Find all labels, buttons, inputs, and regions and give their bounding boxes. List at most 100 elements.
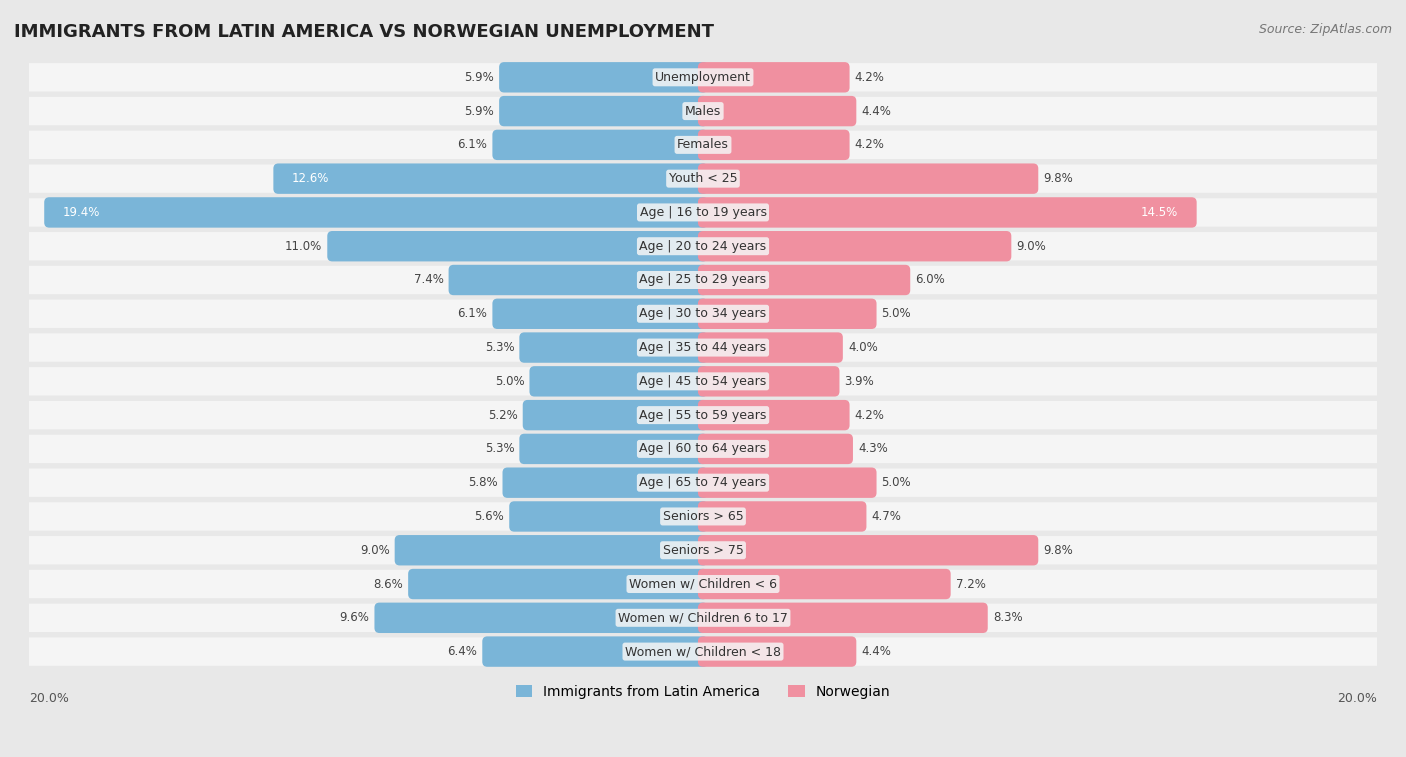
FancyBboxPatch shape [519,434,709,464]
Text: Age | 45 to 54 years: Age | 45 to 54 years [640,375,766,388]
Text: Age | 25 to 29 years: Age | 25 to 29 years [640,273,766,286]
Text: 6.1%: 6.1% [457,307,488,320]
FancyBboxPatch shape [395,535,709,565]
FancyBboxPatch shape [697,468,876,498]
FancyBboxPatch shape [28,503,1378,531]
FancyBboxPatch shape [28,435,1378,463]
Text: 11.0%: 11.0% [285,240,322,253]
FancyBboxPatch shape [519,332,709,363]
FancyBboxPatch shape [28,536,1378,565]
Text: 5.9%: 5.9% [464,104,494,117]
Text: IMMIGRANTS FROM LATIN AMERICA VS NORWEGIAN UNEMPLOYMENT: IMMIGRANTS FROM LATIN AMERICA VS NORWEGI… [14,23,714,41]
FancyBboxPatch shape [492,129,709,160]
FancyBboxPatch shape [28,131,1378,159]
Text: Women w/ Children < 18: Women w/ Children < 18 [626,645,780,658]
Text: 9.8%: 9.8% [1043,544,1073,556]
Text: 5.3%: 5.3% [485,341,515,354]
Text: 6.4%: 6.4% [447,645,477,658]
FancyBboxPatch shape [28,198,1378,226]
Text: 4.2%: 4.2% [855,409,884,422]
Text: Unemployment: Unemployment [655,71,751,84]
Text: 12.6%: 12.6% [292,172,329,185]
FancyBboxPatch shape [697,434,853,464]
Text: 4.0%: 4.0% [848,341,877,354]
FancyBboxPatch shape [28,637,1378,665]
FancyBboxPatch shape [509,501,709,531]
Text: Age | 55 to 59 years: Age | 55 to 59 years [640,409,766,422]
Text: Age | 16 to 19 years: Age | 16 to 19 years [640,206,766,219]
FancyBboxPatch shape [28,97,1378,125]
Text: 4.7%: 4.7% [872,510,901,523]
FancyBboxPatch shape [28,333,1378,362]
Text: 4.4%: 4.4% [862,104,891,117]
Legend: Immigrants from Latin America, Norwegian: Immigrants from Latin America, Norwegian [510,679,896,704]
FancyBboxPatch shape [697,603,988,633]
Text: 8.6%: 8.6% [374,578,404,590]
FancyBboxPatch shape [697,332,842,363]
Text: 7.4%: 7.4% [413,273,443,286]
Text: Age | 20 to 24 years: Age | 20 to 24 years [640,240,766,253]
FancyBboxPatch shape [697,62,849,92]
Text: 5.2%: 5.2% [488,409,517,422]
FancyBboxPatch shape [697,129,849,160]
FancyBboxPatch shape [28,232,1378,260]
FancyBboxPatch shape [499,96,709,126]
Text: Age | 60 to 64 years: Age | 60 to 64 years [640,442,766,456]
FancyBboxPatch shape [530,366,709,397]
FancyBboxPatch shape [273,164,709,194]
FancyBboxPatch shape [697,231,1011,261]
FancyBboxPatch shape [408,569,709,600]
Text: 6.0%: 6.0% [915,273,945,286]
Text: Seniors > 75: Seniors > 75 [662,544,744,556]
FancyBboxPatch shape [697,400,849,430]
FancyBboxPatch shape [697,569,950,600]
FancyBboxPatch shape [697,265,910,295]
FancyBboxPatch shape [28,266,1378,294]
FancyBboxPatch shape [697,501,866,531]
Text: 20.0%: 20.0% [30,692,69,705]
Text: 20.0%: 20.0% [1337,692,1376,705]
FancyBboxPatch shape [697,198,1197,228]
FancyBboxPatch shape [28,469,1378,497]
FancyBboxPatch shape [28,603,1378,632]
Text: 4.4%: 4.4% [862,645,891,658]
Text: Age | 65 to 74 years: Age | 65 to 74 years [640,476,766,489]
Text: Women w/ Children 6 to 17: Women w/ Children 6 to 17 [619,612,787,625]
Text: Seniors > 65: Seniors > 65 [662,510,744,523]
Text: 3.9%: 3.9% [845,375,875,388]
Text: 7.2%: 7.2% [956,578,986,590]
Text: 19.4%: 19.4% [63,206,100,219]
Text: 5.0%: 5.0% [495,375,524,388]
Text: Males: Males [685,104,721,117]
Text: 5.8%: 5.8% [468,476,498,489]
FancyBboxPatch shape [697,96,856,126]
FancyBboxPatch shape [697,164,1038,194]
FancyBboxPatch shape [28,367,1378,395]
Text: 4.3%: 4.3% [858,442,887,456]
FancyBboxPatch shape [499,62,709,92]
FancyBboxPatch shape [28,570,1378,598]
FancyBboxPatch shape [482,637,709,667]
FancyBboxPatch shape [697,637,856,667]
FancyBboxPatch shape [28,401,1378,429]
Text: 5.9%: 5.9% [464,71,494,84]
Text: 8.3%: 8.3% [993,612,1022,625]
FancyBboxPatch shape [449,265,709,295]
Text: 5.3%: 5.3% [485,442,515,456]
FancyBboxPatch shape [328,231,709,261]
FancyBboxPatch shape [28,164,1378,193]
Text: Females: Females [678,139,728,151]
FancyBboxPatch shape [502,468,709,498]
Text: Women w/ Children < 6: Women w/ Children < 6 [628,578,778,590]
Text: Source: ZipAtlas.com: Source: ZipAtlas.com [1258,23,1392,36]
FancyBboxPatch shape [492,298,709,329]
FancyBboxPatch shape [697,298,876,329]
Text: 9.0%: 9.0% [360,544,389,556]
Text: 6.1%: 6.1% [457,139,488,151]
FancyBboxPatch shape [374,603,709,633]
Text: 4.2%: 4.2% [855,71,884,84]
Text: Age | 35 to 44 years: Age | 35 to 44 years [640,341,766,354]
FancyBboxPatch shape [28,63,1378,92]
Text: Youth < 25: Youth < 25 [669,172,737,185]
FancyBboxPatch shape [697,535,1038,565]
